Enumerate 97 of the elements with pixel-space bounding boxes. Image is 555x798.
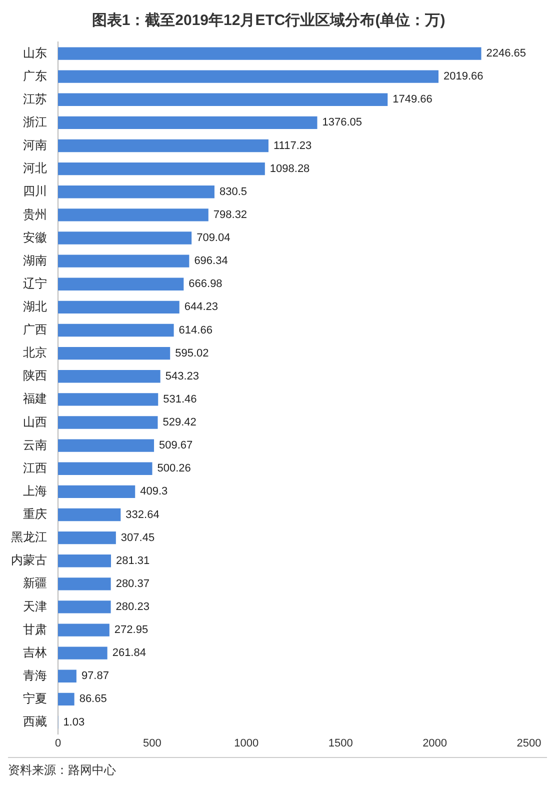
bar bbox=[58, 416, 158, 429]
bar bbox=[58, 692, 74, 706]
bar bbox=[58, 139, 268, 152]
bar bbox=[58, 324, 174, 337]
y-tick-label: 宁夏 bbox=[23, 692, 47, 706]
bar bbox=[58, 278, 184, 290]
x-tick-label: 0 bbox=[54, 737, 62, 750]
y-tick-label: 福建 bbox=[23, 392, 47, 406]
data-label: 595.02 bbox=[175, 347, 209, 360]
bar bbox=[58, 646, 108, 660]
y-tick-label: 广东 bbox=[23, 68, 47, 83]
data-label: 86.65 bbox=[79, 693, 107, 706]
bar bbox=[58, 624, 110, 636]
bar bbox=[58, 485, 136, 498]
bar bbox=[58, 554, 111, 568]
y-tick-label: 浙江 bbox=[23, 115, 47, 130]
y-tick-label: 天津 bbox=[23, 599, 47, 614]
bar bbox=[58, 600, 111, 614]
data-label: 798.32 bbox=[213, 208, 248, 221]
bar bbox=[58, 670, 76, 682]
data-label: 2246.65 bbox=[486, 48, 526, 60]
bar bbox=[58, 508, 121, 522]
data-label: 1117.23 bbox=[273, 140, 312, 152]
bar bbox=[58, 208, 208, 222]
data-label: 280.23 bbox=[116, 601, 150, 613]
bar bbox=[58, 70, 439, 83]
y-tick-label: 江西 bbox=[23, 460, 47, 475]
bar bbox=[58, 186, 214, 198]
x-tick-label: 2500 bbox=[516, 737, 542, 750]
data-label: 1.03 bbox=[63, 716, 85, 728]
x-tick-label: 1500 bbox=[328, 737, 353, 750]
y-tick-label: 青海 bbox=[23, 668, 47, 682]
bar bbox=[58, 47, 482, 60]
text: 资料来源：路网中心 bbox=[8, 763, 116, 777]
data-label: 500.26 bbox=[157, 462, 191, 475]
data-label: 1098.28 bbox=[270, 162, 310, 175]
y-tick-label: 陕西 bbox=[23, 368, 47, 383]
data-label: 696.34 bbox=[194, 255, 228, 268]
data-label: 280.37 bbox=[116, 578, 150, 590]
bar bbox=[58, 254, 190, 268]
data-label: 531.46 bbox=[163, 393, 197, 406]
bar bbox=[58, 393, 158, 406]
y-tick-label: 黑龙江 bbox=[11, 530, 47, 544]
y-tick-label: 山东 bbox=[23, 46, 47, 60]
y-tick-label: 甘肃 bbox=[23, 622, 47, 636]
y-tick-label: 山西 bbox=[23, 414, 47, 429]
data-label: 830.5 bbox=[219, 186, 247, 198]
y-tick-label: 四川 bbox=[23, 184, 47, 198]
y-tick-label: 江苏 bbox=[23, 92, 47, 106]
y-tick-label: 湖南 bbox=[23, 253, 47, 268]
data-label: 261.84 bbox=[112, 647, 146, 660]
y-tick-label: 新疆 bbox=[23, 576, 47, 590]
bar bbox=[58, 162, 265, 176]
y-tick-label: 辽宁 bbox=[23, 276, 47, 290]
bar bbox=[58, 370, 160, 383]
data-label: 1376.05 bbox=[322, 116, 362, 129]
data-label: 529.42 bbox=[162, 416, 196, 429]
x-tick-label: 500 bbox=[143, 737, 162, 750]
data-label: 509.67 bbox=[159, 440, 193, 452]
bar bbox=[58, 346, 170, 360]
y-tick-label: 内蒙古 bbox=[11, 553, 47, 568]
x-tick-label: 1000 bbox=[234, 737, 259, 750]
bar bbox=[58, 439, 154, 452]
y-tick-label: 广西 bbox=[23, 322, 47, 337]
y-tick-label: 上海 bbox=[23, 484, 47, 498]
y-tick-label: 重庆 bbox=[23, 507, 47, 522]
bar bbox=[58, 578, 111, 590]
data-label: 709.04 bbox=[196, 232, 230, 244]
data-label: 614.66 bbox=[178, 324, 212, 336]
y-tick-label: 安徽 bbox=[23, 230, 47, 244]
y-tick-label: 河北 bbox=[23, 161, 47, 176]
data-label: 666.98 bbox=[188, 278, 222, 290]
bar bbox=[58, 300, 180, 314]
y-tick-label: 吉林 bbox=[23, 645, 47, 660]
data-label: 1749.66 bbox=[392, 94, 432, 106]
y-tick-label: 云南 bbox=[23, 438, 47, 452]
data-label: 332.64 bbox=[126, 508, 160, 521]
bar bbox=[58, 232, 192, 244]
y-tick-label: 河南 bbox=[23, 138, 47, 152]
data-label: 272.95 bbox=[114, 624, 148, 636]
data-label: 409.3 bbox=[140, 486, 168, 498]
y-tick-label: 贵州 bbox=[23, 207, 47, 222]
data-label: 543.23 bbox=[165, 370, 199, 382]
y-tick-label: 西藏 bbox=[23, 714, 47, 729]
bar bbox=[58, 93, 388, 106]
data-label: 281.31 bbox=[116, 554, 150, 567]
x-tick-label: 2000 bbox=[422, 737, 448, 750]
bar bbox=[58, 462, 152, 475]
bar bbox=[58, 531, 116, 544]
chart-title: 图表1：截至2019年12月ETC行业区域分布(单位：万) bbox=[92, 12, 446, 30]
data-label: 644.23 bbox=[184, 301, 218, 314]
y-tick-label: 北京 bbox=[23, 346, 47, 360]
y-tick-label: 湖北 bbox=[23, 300, 47, 314]
data-label: 97.87 bbox=[81, 670, 109, 682]
bar bbox=[58, 116, 318, 130]
data-label: 2019.66 bbox=[444, 70, 484, 83]
data-label: 307.45 bbox=[120, 532, 155, 544]
